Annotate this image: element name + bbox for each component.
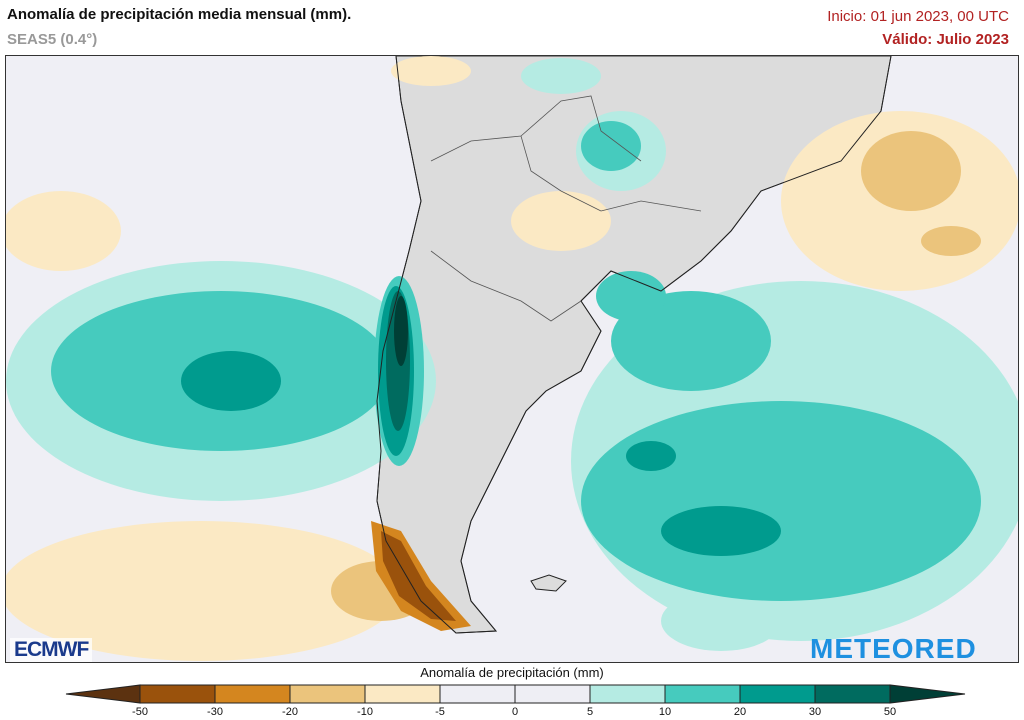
falkland-islands (530, 574, 567, 592)
colorbar-segment (814, 684, 891, 704)
colorbar-segment (439, 684, 516, 704)
colorbar-segment (739, 684, 816, 704)
anomaly-extreme-wet (394, 296, 408, 366)
colorbar-tick-label: -10 (357, 706, 373, 718)
colorbar-tick-label: -5 (435, 706, 445, 718)
map-canvas (6, 56, 1018, 661)
colorbar-tick-label: 5 (586, 706, 594, 718)
colorbar-tick-label: 20 (733, 706, 747, 718)
init-date: Inicio: 01 jun 2023, 00 UTC (827, 8, 1009, 25)
colorbar-segment (664, 684, 741, 704)
colorbar-tick-label: 10 (658, 706, 672, 718)
colorbar-segment (589, 684, 666, 704)
colorbar (65, 684, 966, 704)
model-subtitle: SEAS5 (0.4°) (7, 31, 98, 48)
colorbar-under-triangle (65, 684, 141, 704)
colorbar-segment (139, 684, 216, 704)
precipitation-anomaly-map (5, 55, 1019, 663)
meteored-logo: METEORED (810, 633, 977, 664)
colorbar-title: Anomalía de precipitación (mm) (420, 665, 604, 680)
anomaly-very-strong-dry (381, 531, 456, 621)
valid-date: Válido: Julio 2023 (882, 31, 1009, 48)
chart-title: Anomalía de precipitación media mensual … (7, 6, 352, 23)
colorbar-tick-label: 0 (511, 706, 519, 718)
colorbar-segment (289, 684, 366, 704)
colorbar-tick-label: 30 (808, 706, 822, 718)
colorbar-over-triangle (889, 684, 966, 704)
country-borders (430, 95, 702, 322)
colorbar-segment (364, 684, 441, 704)
coastline (376, 56, 892, 634)
colorbar-segment (514, 684, 591, 704)
colorbar-tick-label: -50 (132, 706, 148, 718)
colorbar-tick-label: 50 (883, 706, 897, 718)
ecmwf-logo: ECMWF (10, 638, 93, 662)
colorbar-tick-label: -30 (207, 706, 223, 718)
colorbar-segment (214, 684, 291, 704)
colorbar-tick-label: -20 (282, 706, 298, 718)
